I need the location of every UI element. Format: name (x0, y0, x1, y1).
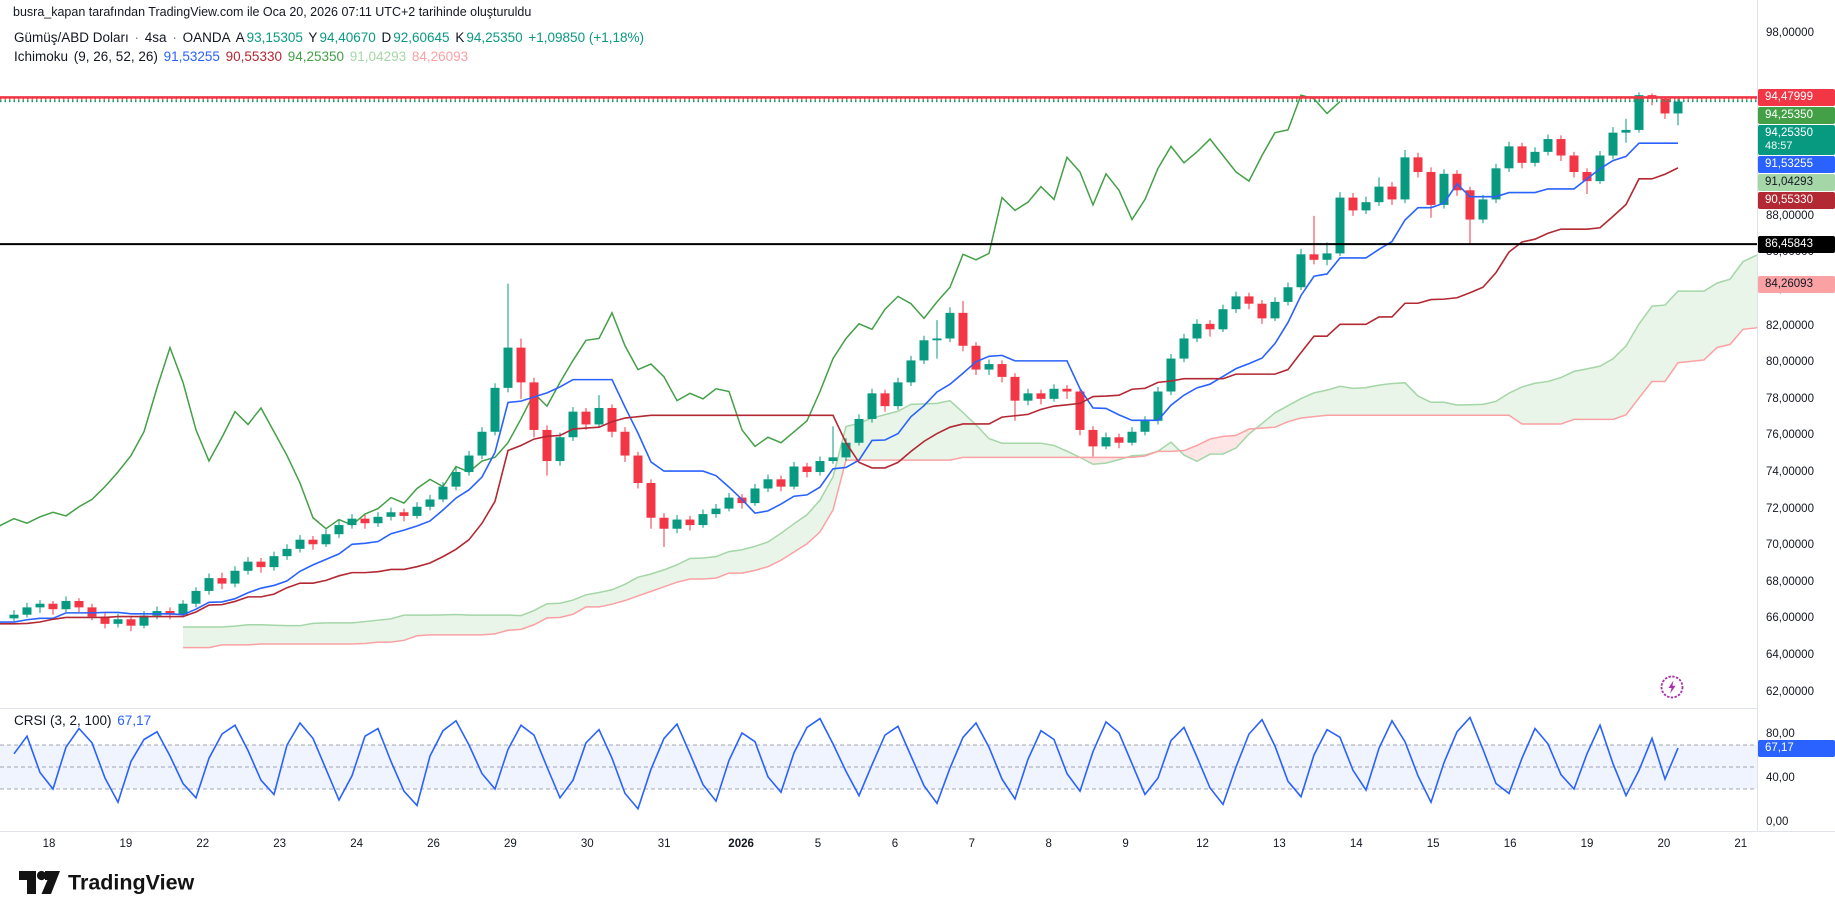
price-label-badge: 86,45843 (1758, 235, 1835, 253)
ichimoku-legend[interactable]: Ichimoku (9, 26, 52, 26) 91,53255 90,553… (14, 49, 470, 64)
legend-part: +1,09850 (+1,18%) (524, 30, 644, 45)
time-tick: 24 (350, 838, 363, 850)
crsi-tick: 0,00 (1766, 816, 1789, 828)
legend-part: Ichimoku (14, 49, 69, 64)
tradingview-logo[interactable]: TradingView (16, 863, 276, 903)
time-tick: 21 (1734, 838, 1748, 850)
footer: TradingView (0, 857, 1835, 909)
attribution-text: busra_kapan tarafından TradingView.com i… (13, 5, 532, 19)
chart-canvas[interactable] (0, 0, 1757, 856)
crsi-tick: 40,00 (1766, 772, 1795, 784)
legend-part: CRSI (3, 2, 100) (14, 713, 116, 728)
price-tick: 64,00000 (1766, 648, 1814, 661)
legend-part: 93,15305 (246, 30, 303, 45)
pane-separator[interactable] (0, 708, 1835, 709)
price-tick: 66,00000 (1766, 612, 1814, 625)
time-tick: 19 (119, 838, 133, 850)
price-scale[interactable]: 98,0000092,0000088,0000086,0000084,00000… (1757, 0, 1835, 856)
time-tick: 13 (1272, 838, 1286, 850)
time-tick: 2026 (728, 838, 754, 850)
price-tick: 98,00000 (1766, 26, 1814, 39)
time-tick: 31 (657, 838, 671, 850)
legend-part: 84,26093 (411, 49, 469, 64)
price-label-badge: 84,26093 (1758, 275, 1835, 293)
price-tick: 62,00000 (1766, 685, 1814, 698)
time-axis[interactable]: 18 19 22 23 24 26 29 30 31 2026 5 6 7 8 9 12 13 14 15 16 19 2… (0, 831, 1835, 858)
lightning-icon[interactable] (1659, 674, 1685, 700)
crsi-legend[interactable]: CRSI (3, 2, 100) 67,17 (14, 713, 153, 728)
legend-part: 67,17 (117, 713, 152, 728)
price-tick: 82,00000 (1766, 319, 1814, 332)
time-tick: 26 (427, 838, 440, 850)
price-tick: 70,00000 (1766, 539, 1814, 552)
price-tick: 72,00000 (1766, 502, 1814, 515)
legend-part: K (451, 30, 465, 45)
price-tick: 68,00000 (1766, 575, 1814, 588)
legend-part: D (377, 30, 392, 45)
time-tick: 5 (814, 838, 822, 850)
time-tick: 15 (1426, 838, 1440, 850)
time-tick: 14 (1349, 838, 1363, 850)
time-tick: 6 (891, 838, 899, 850)
price-tick: 74,00000 (1766, 466, 1814, 478)
price-label-badge: 94,25350 (1758, 106, 1835, 124)
legend-part: Y (304, 30, 318, 45)
time-tick: 9 (1122, 838, 1129, 850)
price-label-badge: 90,55330 (1758, 191, 1835, 209)
legend-part: · (130, 30, 143, 45)
time-tick: 18 (42, 838, 56, 850)
legend-part: A (232, 30, 245, 45)
price-tick: 76,00000 (1766, 429, 1814, 442)
crsi-tick: 80,00 (1766, 728, 1795, 740)
time-tick: 20 (1657, 838, 1671, 850)
legend-part: 94,25350 (466, 30, 523, 45)
legend-part: 94,25350 (287, 49, 348, 64)
legend-part: Gümüş/ABD Doları (14, 30, 129, 45)
time-tick: 7 (968, 838, 975, 850)
time-tick: 8 (1045, 838, 1052, 850)
legend-part: 4sa (144, 30, 167, 45)
legend-part: 90,55330 (225, 49, 286, 64)
time-tick: 29 (503, 838, 517, 850)
time-tick: 16 (1503, 838, 1517, 850)
legend-part: 94,40670 (319, 30, 376, 45)
price-tick: 78,00000 (1766, 392, 1814, 405)
legend-part: OANDA (182, 30, 231, 45)
price-tick: 88,00000 (1766, 209, 1814, 222)
price-label-badge: 91,04293 (1758, 173, 1835, 191)
crsi-value-badge: 67,17 (1758, 739, 1835, 757)
price-label-badge: 91,53255 (1758, 155, 1835, 173)
time-tick: 19 (1580, 838, 1594, 850)
price-label-badge: 94,25350 48:57 (1758, 124, 1835, 155)
legend-part: · (168, 30, 181, 45)
time-tick: 30 (580, 838, 594, 850)
legend-part: 91,04293 (349, 49, 410, 64)
legend-part: 92,60645 (393, 30, 450, 45)
svg-text:TradingView: TradingView (68, 871, 195, 895)
time-tick: 23 (273, 838, 287, 850)
legend-part: 91,53255 (163, 49, 224, 64)
price-label-badge: 94,47999 (1758, 88, 1835, 106)
legend-part: (9, 26, 52, 26) (70, 49, 162, 64)
symbol-legend[interactable]: Gümüş/ABD Doları · 4sa · OANDA A 93,15305… (14, 30, 646, 45)
price-tick: 80,00000 (1766, 356, 1814, 369)
time-tick: 12 (1196, 838, 1209, 850)
time-tick: 22 (196, 838, 210, 850)
